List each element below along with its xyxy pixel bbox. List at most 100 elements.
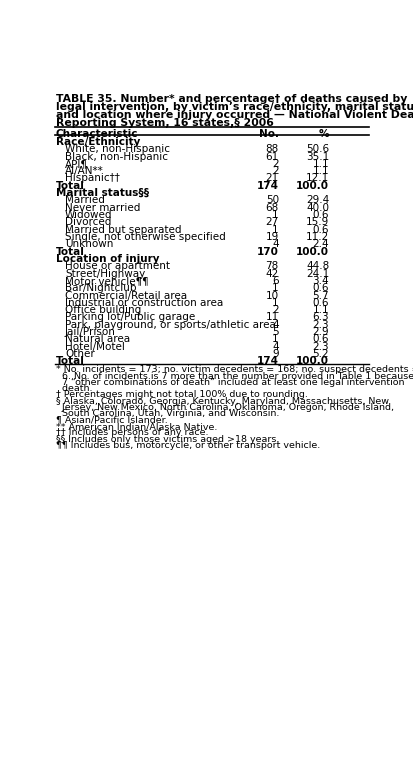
Text: 2.3: 2.3 — [312, 320, 328, 329]
Text: Park, playground, or sports/athletic area: Park, playground, or sports/athletic are… — [65, 320, 275, 329]
Text: Marital status§§: Marital status§§ — [55, 188, 148, 198]
Text: 7 “other combinations of death” included at least one legal intervention: 7 “other combinations of death” included… — [55, 378, 403, 387]
Text: 6.3: 6.3 — [312, 313, 328, 323]
Text: 29.4: 29.4 — [305, 195, 328, 206]
Text: 27: 27 — [265, 217, 278, 228]
Text: 2: 2 — [271, 166, 278, 176]
Text: AI/AN**: AI/AN** — [65, 166, 103, 176]
Text: Industrial or construction area: Industrial or construction area — [65, 298, 223, 308]
Text: 1: 1 — [271, 335, 278, 345]
Text: House or apartment: House or apartment — [65, 261, 169, 271]
Text: 21: 21 — [265, 174, 278, 184]
Text: Natural area: Natural area — [65, 335, 130, 345]
Text: 0.6: 0.6 — [312, 210, 328, 220]
Text: Characteristic: Characteristic — [55, 129, 138, 139]
Text: Location of injury: Location of injury — [55, 254, 159, 264]
Text: 174: 174 — [256, 181, 278, 191]
Text: * No. incidents = 173; no. victim decedents = 168; no. suspect decedents =: * No. incidents = 173; no. victim decede… — [55, 365, 413, 374]
Text: 35.1: 35.1 — [305, 152, 328, 162]
Text: 2: 2 — [271, 305, 278, 315]
Text: 6. No. of incidents is 7 more than the number provided in Table 1 because: 6. No. of incidents is 7 more than the n… — [55, 371, 413, 380]
Text: 88: 88 — [265, 144, 278, 154]
Text: 1.1: 1.1 — [312, 305, 328, 315]
Text: § Alaska, Colorado, Georgia, Kentucky, Maryland, Massachusetts, New: § Alaska, Colorado, Georgia, Kentucky, M… — [55, 397, 388, 406]
Text: 78: 78 — [265, 261, 278, 271]
Text: and location where injury occurred — National Violent Death: and location where injury occurred — Nat… — [55, 110, 413, 121]
Text: 1.1: 1.1 — [312, 166, 328, 176]
Text: 5: 5 — [271, 327, 278, 337]
Text: API¶: API¶ — [65, 159, 88, 168]
Text: 2.4: 2.4 — [312, 239, 328, 249]
Text: Total: Total — [55, 356, 84, 367]
Text: 1: 1 — [271, 298, 278, 308]
Text: 1: 1 — [271, 210, 278, 220]
Text: 100.0: 100.0 — [295, 356, 328, 367]
Text: §§ Includes only those victims aged >18 years.: §§ Includes only those victims aged >18 … — [55, 435, 278, 444]
Text: 2.3: 2.3 — [312, 342, 328, 351]
Text: 0.6: 0.6 — [312, 335, 328, 345]
Text: 10: 10 — [265, 291, 278, 301]
Text: Street/Highway: Street/Highway — [65, 269, 145, 279]
Text: 24.1: 24.1 — [305, 269, 328, 279]
Text: Bar/Nightclub: Bar/Nightclub — [65, 283, 136, 293]
Text: Jail/Prison: Jail/Prison — [65, 327, 116, 337]
Text: Motor vehicle¶¶: Motor vehicle¶¶ — [65, 276, 148, 286]
Text: 6: 6 — [271, 276, 278, 286]
Text: 4: 4 — [271, 320, 278, 329]
Text: White, non-Hispanic: White, non-Hispanic — [65, 144, 169, 154]
Text: 1.1: 1.1 — [312, 159, 328, 168]
Text: 50.6: 50.6 — [305, 144, 328, 154]
Text: 11.2: 11.2 — [305, 232, 328, 242]
Text: 170: 170 — [256, 247, 278, 257]
Text: ** American Indian/Alaska Native.: ** American Indian/Alaska Native. — [55, 422, 216, 431]
Text: Jersey, New Mexico, North Carolina, Oklahoma, Oregon, Rhode Island,: Jersey, New Mexico, North Carolina, Okla… — [55, 403, 393, 412]
Text: legal intervention, by victim’s race/ethnicity, marital status,: legal intervention, by victim’s race/eth… — [55, 102, 413, 112]
Text: Black, non-Hispanic: Black, non-Hispanic — [65, 152, 168, 162]
Text: 40.0: 40.0 — [306, 203, 328, 213]
Text: ¶¶ Includes bus, motorcycle, or other transport vehicle.: ¶¶ Includes bus, motorcycle, or other tr… — [55, 441, 319, 450]
Text: Never married: Never married — [65, 203, 140, 213]
Text: 0.6: 0.6 — [312, 298, 328, 308]
Text: 42: 42 — [265, 269, 278, 279]
Text: South Carolina, Utah, Virginia, and Wisconsin.: South Carolina, Utah, Virginia, and Wisc… — [55, 409, 278, 418]
Text: Total: Total — [55, 181, 84, 191]
Text: Single, not otherwise specified: Single, not otherwise specified — [65, 232, 225, 242]
Text: 2: 2 — [271, 159, 278, 168]
Text: Other: Other — [65, 349, 95, 359]
Text: 0.6: 0.6 — [312, 225, 328, 235]
Text: 174: 174 — [256, 356, 278, 367]
Text: Married: Married — [65, 195, 104, 206]
Text: Married but separated: Married but separated — [65, 225, 181, 235]
Text: Office building: Office building — [65, 305, 141, 315]
Text: 2.9: 2.9 — [312, 327, 328, 337]
Text: 44.8: 44.8 — [305, 261, 328, 271]
Text: 3.4: 3.4 — [312, 276, 328, 286]
Text: %: % — [318, 129, 328, 139]
Text: 68: 68 — [265, 203, 278, 213]
Text: death.: death. — [55, 384, 92, 393]
Text: Parking lot/Public garage: Parking lot/Public garage — [65, 313, 195, 323]
Text: 1: 1 — [271, 283, 278, 293]
Text: Divorced: Divorced — [65, 217, 111, 228]
Text: Race/Ethnicity: Race/Ethnicity — [55, 137, 140, 147]
Text: 100.0: 100.0 — [295, 247, 328, 257]
Text: 15.9: 15.9 — [305, 217, 328, 228]
Text: 50: 50 — [265, 195, 278, 206]
Text: Widowed: Widowed — [65, 210, 112, 220]
Text: 61: 61 — [265, 152, 278, 162]
Text: 1: 1 — [271, 225, 278, 235]
Text: Reporting System, 16 states,§ 2006: Reporting System, 16 states,§ 2006 — [55, 118, 273, 128]
Text: 9: 9 — [271, 349, 278, 359]
Text: Hotel/Motel: Hotel/Motel — [65, 342, 124, 351]
Text: 12.1: 12.1 — [305, 174, 328, 184]
Text: 4: 4 — [271, 239, 278, 249]
Text: No.: No. — [258, 129, 278, 139]
Text: Hispanic††: Hispanic†† — [65, 174, 119, 184]
Text: 11: 11 — [265, 313, 278, 323]
Text: 19: 19 — [265, 232, 278, 242]
Text: 5.7: 5.7 — [312, 291, 328, 301]
Text: 0.6: 0.6 — [312, 283, 328, 293]
Text: † Percentages might not total 100% due to rounding.: † Percentages might not total 100% due t… — [55, 390, 307, 399]
Text: Commercial/Retail area: Commercial/Retail area — [65, 291, 187, 301]
Text: Total: Total — [55, 247, 84, 257]
